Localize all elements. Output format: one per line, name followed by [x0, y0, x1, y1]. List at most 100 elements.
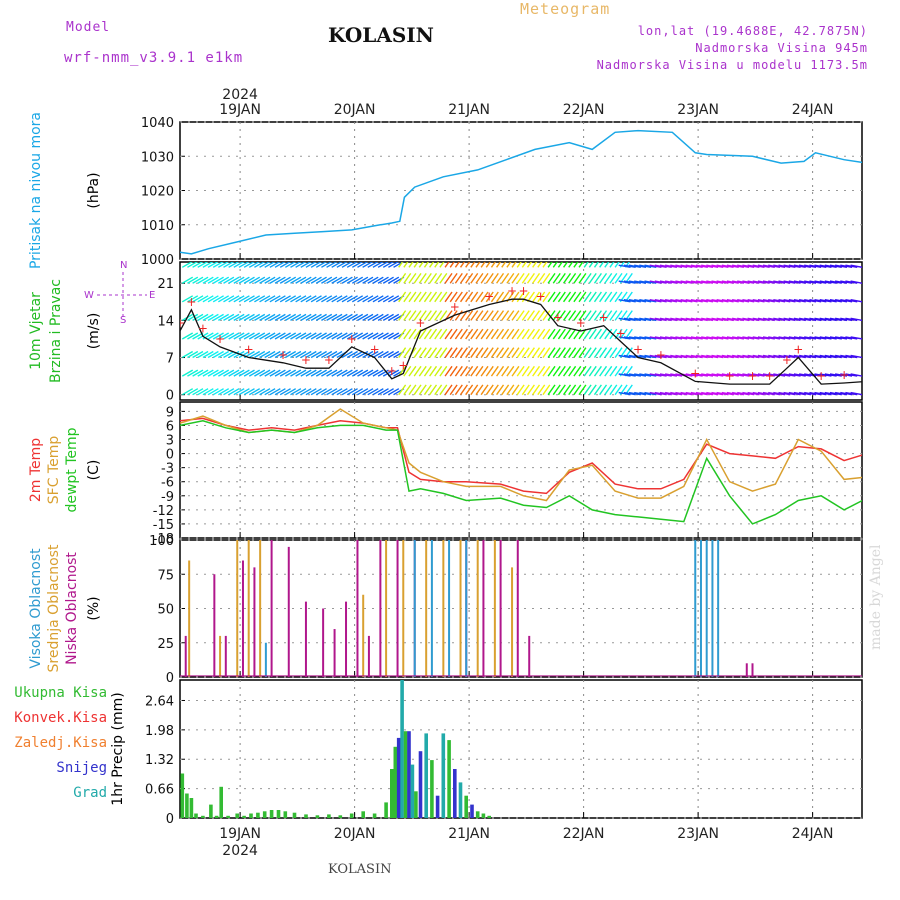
bottom-day-label: 20JAN	[334, 826, 376, 842]
wind-barb	[834, 264, 848, 268]
wind-barb	[490, 328, 499, 340]
wind-barb	[516, 328, 525, 340]
wind-barb	[382, 313, 394, 321]
wind-barb	[207, 276, 219, 284]
wind-barb	[778, 264, 791, 268]
wind-barb	[382, 388, 394, 396]
wind-barb	[501, 365, 510, 377]
wind-barb	[501, 291, 510, 303]
wind-barb	[187, 350, 199, 359]
wind-barb	[284, 262, 296, 268]
wind-barb	[659, 280, 672, 284]
wind-barb	[367, 388, 379, 396]
wind-gust-mark: +	[633, 343, 643, 357]
wind-barb	[305, 276, 317, 284]
wind-barb	[773, 354, 786, 359]
bottom-day-label: 24JAN	[792, 826, 834, 842]
wind-barb	[604, 384, 613, 396]
wind-barb	[202, 313, 214, 321]
wind-gust-mark: +	[536, 290, 546, 304]
wind-barb	[382, 369, 394, 377]
meteogram-label: Meteogram	[520, 0, 611, 18]
wind-barb	[757, 354, 770, 359]
wind-barb	[465, 291, 474, 303]
wind-barb	[300, 295, 312, 303]
wind-barb	[511, 262, 517, 268]
wind-gust-mark: +	[782, 353, 792, 367]
wind-barb	[609, 262, 615, 268]
wind-barb	[187, 276, 199, 284]
wind-gust-mark: +	[747, 369, 757, 383]
wind-barb	[372, 262, 384, 268]
wind-barb	[731, 391, 745, 396]
wind-barb	[526, 347, 535, 358]
wind-barb	[568, 272, 577, 284]
wind-barb	[403, 291, 412, 303]
wind-barb	[274, 262, 286, 268]
wind-barb	[202, 276, 214, 284]
wind-barb	[223, 369, 235, 377]
wind-barb	[310, 350, 322, 359]
wind-barb	[331, 262, 343, 268]
wind-barb	[423, 328, 432, 340]
wind-barb	[403, 365, 412, 377]
wind-barb	[537, 310, 546, 321]
wind-barb	[568, 384, 577, 396]
wind-barb	[654, 391, 667, 396]
wind-barb	[418, 365, 427, 377]
wind-barb	[664, 354, 678, 359]
precip-legend-label: Grad	[73, 785, 107, 801]
wind-barb	[346, 313, 358, 321]
wind-barb	[223, 388, 235, 396]
wind-barb	[305, 295, 317, 303]
wind-barb	[675, 354, 688, 359]
wind-barb	[742, 264, 755, 268]
wind-barb	[382, 332, 394, 340]
wind-barb	[362, 295, 374, 303]
top-day-label: 21JAN	[448, 102, 490, 118]
wind-barb	[547, 365, 556, 377]
wind-barb	[228, 350, 240, 359]
wind-barb	[197, 369, 209, 377]
wind-barb	[829, 373, 842, 377]
wind-barb	[434, 365, 443, 377]
wind-barb	[269, 295, 281, 303]
wind-barb	[284, 313, 297, 321]
wind-barb	[326, 350, 338, 359]
wind-barb	[238, 295, 250, 303]
wind-barb	[814, 299, 827, 303]
y-axis-unit: (m/s)	[86, 313, 102, 350]
wind-barb	[788, 336, 801, 340]
wind-barb	[290, 350, 302, 359]
wind-barb	[618, 336, 631, 340]
wind-barb	[207, 350, 219, 359]
wind-barb	[449, 291, 458, 303]
wind-barb	[834, 391, 848, 396]
wind-barb	[254, 276, 266, 284]
wind-barb	[454, 262, 460, 268]
wind-barb	[202, 350, 214, 359]
wind-barb	[413, 328, 422, 340]
wind-barb	[573, 384, 582, 396]
wind-barb	[429, 291, 438, 303]
wind-barb	[824, 373, 837, 377]
wind-barb	[336, 262, 348, 268]
wind-barb	[315, 388, 327, 396]
wind-barb	[300, 350, 312, 359]
precip-bar	[418, 751, 423, 818]
wind-barb	[398, 384, 407, 396]
precip-bar	[481, 813, 486, 818]
wind-barb	[670, 336, 683, 340]
precip-bar	[410, 764, 415, 818]
wind-barb	[357, 350, 369, 359]
wind-barb	[300, 276, 312, 284]
precip-bar	[249, 813, 253, 818]
wind-barb	[284, 350, 297, 359]
wind-barb	[798, 336, 812, 340]
wind-gust-mark: +	[198, 321, 208, 335]
wind-barb	[254, 388, 266, 396]
wind-barb	[207, 262, 219, 268]
wind-barb	[845, 317, 858, 322]
wind-gust-mark: +	[816, 369, 826, 383]
wind-barb	[181, 388, 194, 396]
